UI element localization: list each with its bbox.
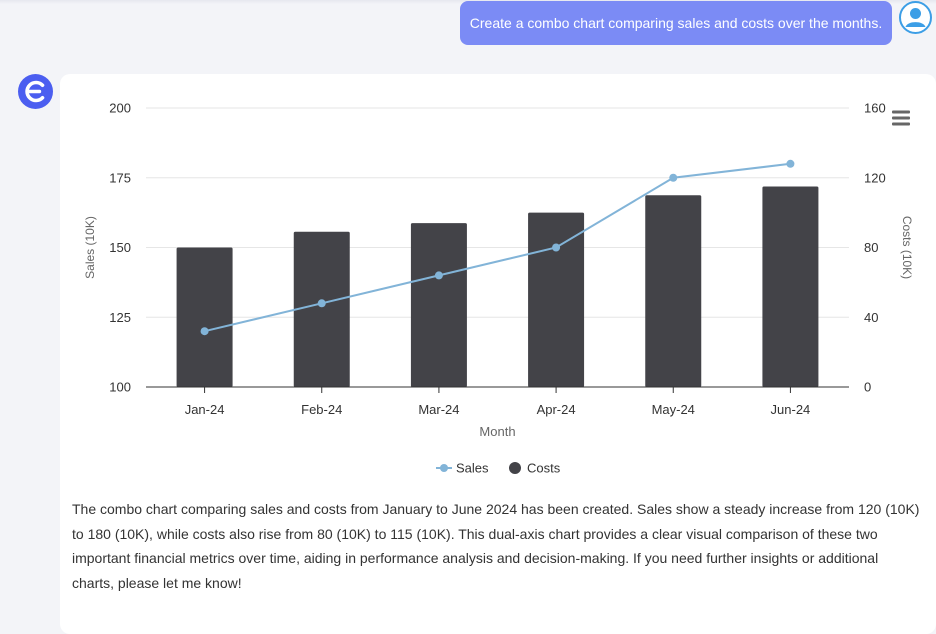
assistant-reply-text: The combo chart comparing sales and cost… <box>72 501 920 591</box>
sales-point <box>434 271 443 280</box>
combo-chart: 100 125 150 175 200 0 40 80 120 160 Sales (10K) Cos… <box>83 101 914 476</box>
x-tick-label: Feb-24 <box>301 402 342 417</box>
assistant-logo-icon <box>18 74 53 109</box>
sales-point <box>552 243 561 252</box>
y-right-tick-label: 40 <box>864 310 878 325</box>
hamburger-menu-icon[interactable] <box>891 108 911 128</box>
user-message-bubble: Create a combo chart comparing sales and… <box>460 1 892 45</box>
legend-costs-label: Costs <box>527 461 561 476</box>
y-right-tick-label: 0 <box>864 380 871 395</box>
sales-line <box>204 162 791 333</box>
x-tick-label: May-24 <box>652 402 695 417</box>
costs-bar <box>176 247 233 387</box>
costs-bar <box>645 195 702 387</box>
legend-costs-swatch <box>509 462 521 474</box>
x-tick-label: Jan-24 <box>185 402 225 417</box>
costs-bar <box>528 212 585 387</box>
sales-point <box>200 327 209 336</box>
x-tick-label: Mar-24 <box>418 402 459 417</box>
y-left-tick-label: 150 <box>109 240 131 255</box>
legend-sales-label: Sales <box>456 461 489 476</box>
y-left-tick-label: 175 <box>109 170 131 185</box>
y-left-axis-title: Sales (10K) <box>83 216 97 279</box>
costs-bar <box>410 223 467 387</box>
legend-sales-swatch-marker <box>440 464 448 472</box>
x-tick-label: Apr-24 <box>537 402 576 417</box>
sales-point <box>317 299 326 308</box>
y-left-tick-label: 200 <box>109 101 131 116</box>
costs-bar <box>762 186 819 387</box>
sales-point <box>669 173 678 182</box>
y-right-tick-label: 120 <box>864 170 886 185</box>
y-left-tick-label: 125 <box>109 310 131 325</box>
x-axis-title: Month <box>479 424 515 439</box>
y-right-tick-label: 160 <box>864 101 886 116</box>
y-right-tick-label: 80 <box>864 240 878 255</box>
x-tick-label: Jun-24 <box>771 402 811 417</box>
y-left-tick-label: 100 <box>109 380 131 395</box>
y-right-axis-title: Costs (10K) <box>900 216 914 279</box>
user-avatar-icon[interactable] <box>899 1 932 34</box>
sales-point <box>786 159 795 168</box>
costs-bar <box>293 231 350 387</box>
